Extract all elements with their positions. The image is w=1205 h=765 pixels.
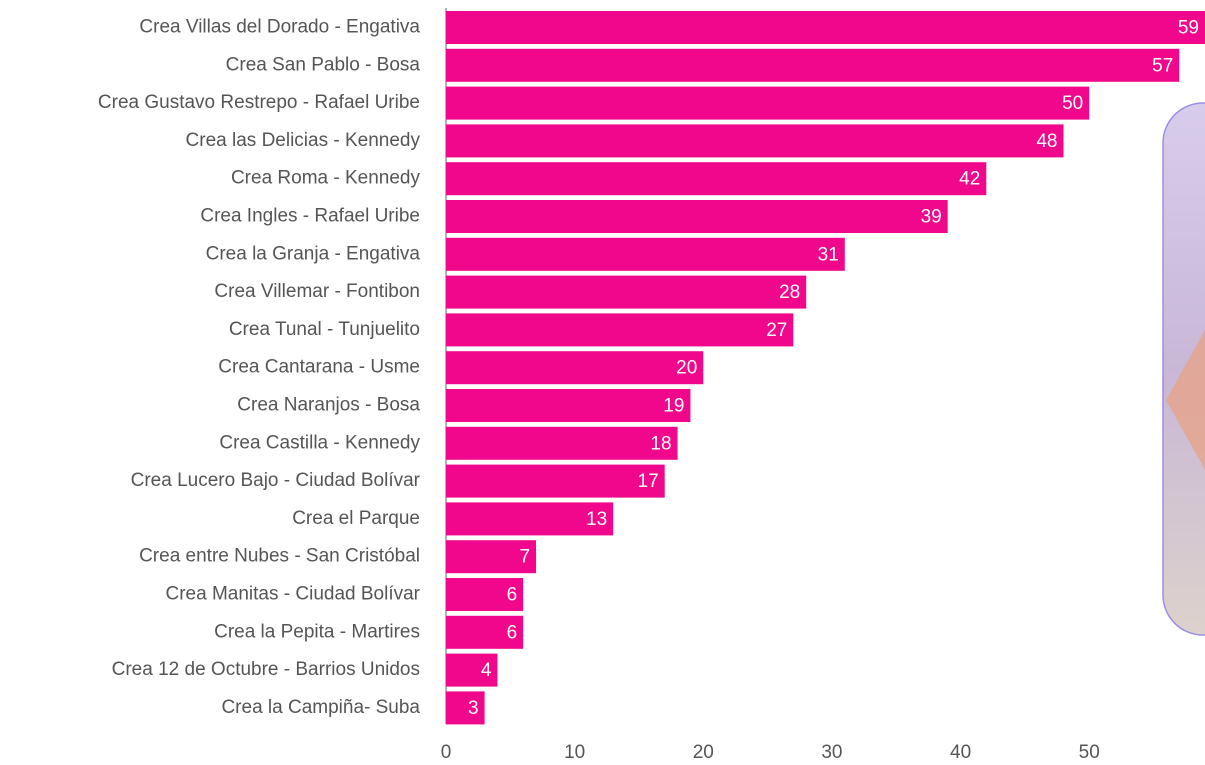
bar [446,238,845,271]
y-tick-label: Crea Villemar - Fontibon [214,281,420,302]
y-tick-label: Crea Lucero Bajo - Ciudad Bolívar [131,470,421,491]
value-label: 48 [1036,131,1057,152]
chart: 0 10 20 30 40 50 Crea Villas del Dorado - Enga… [0,0,1205,765]
x-tick-label: 0 [441,742,452,763]
y-tick-label: Crea la Granja - Engativa [206,243,421,264]
value-label: 27 [766,320,787,341]
bar [446,313,793,346]
bar [446,691,485,724]
value-label: 13 [586,509,607,530]
value-label: 57 [1152,55,1173,76]
x-tick-label: 10 [564,742,585,763]
value-label: 4 [481,660,492,681]
bar [446,200,948,233]
value-label: 50 [1062,93,1083,114]
value-label: 59 [1178,18,1199,39]
value-label: 18 [650,433,671,454]
bar [446,11,1205,44]
value-label: 20 [676,358,697,379]
value-label: 6 [507,622,518,643]
value-label: 39 [921,207,942,228]
y-tick-label: Crea el Parque [292,508,420,529]
y-tick-label: Crea Naranjos - Bosa [237,395,420,416]
x-tick-label: 40 [950,742,971,763]
bar [446,427,678,460]
y-tick-label: Crea Tunal - Tunjuelito [229,319,420,340]
y-tick-label: Crea San Pablo - Bosa [226,54,421,75]
x-tick-label: 30 [821,742,842,763]
value-label: 6 [507,585,518,606]
y-tick-label: Crea la Campiña- Suba [221,697,420,718]
y-tick-label: Crea entre Nubes - San Cristóbal [139,546,420,567]
y-tick-label: Crea Villas del Dorado - Engativa [139,17,420,38]
value-label: 31 [818,244,839,265]
bar [446,389,690,422]
bar [446,87,1089,120]
y-tick-label: Crea Cantarana - Usme [218,357,420,378]
bar [446,124,1063,157]
y-tick-label: Crea la Pepita - Martires [214,621,420,642]
x-tick-label: 20 [693,742,714,763]
bar [446,465,665,498]
value-label: 17 [638,471,659,492]
bar [446,351,703,384]
y-tick-label: Crea Gustavo Restrepo - Rafael Uribe [98,92,420,113]
value-label: 7 [519,547,530,568]
x-tick-label: 50 [1079,742,1100,763]
y-tick-label: Crea 12 de Octubre - Barrios Unidos [112,659,420,680]
value-label: 28 [779,282,800,303]
value-label: 42 [959,169,980,190]
y-tick-label: Crea Roma - Kennedy [231,168,421,189]
value-label: 19 [663,396,684,417]
value-label: 3 [468,698,479,719]
y-tick-label: Crea las Delicias - Kennedy [186,130,421,151]
y-tick-label: Crea Manitas - Ciudad Bolívar [166,584,421,605]
y-tick-label: Crea Castilla - Kennedy [219,432,420,453]
bar [446,162,986,195]
bar [446,276,806,309]
bar [446,49,1179,82]
y-tick-label: Crea Ingles - Rafael Uribe [200,206,420,227]
